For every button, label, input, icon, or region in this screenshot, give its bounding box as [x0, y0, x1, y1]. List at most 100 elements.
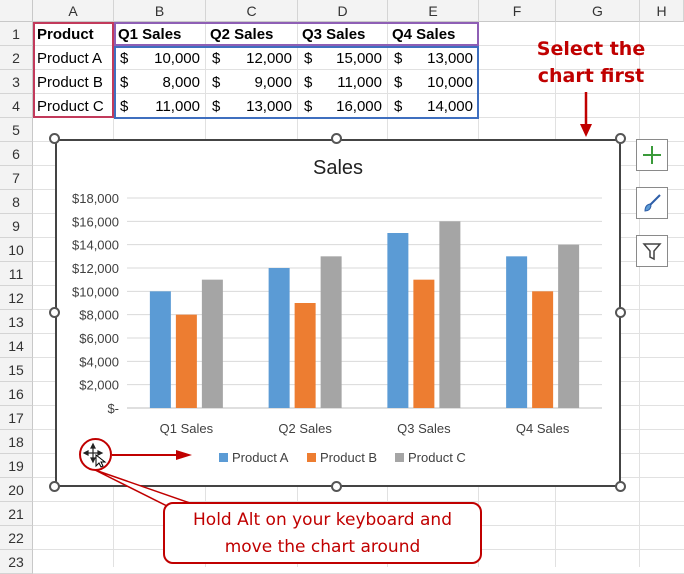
legend-label: Product B — [320, 450, 377, 465]
cell-value: 11,000 — [337, 73, 382, 91]
select-note-line-2: chart first — [537, 65, 645, 87]
row-header-13[interactable]: 13 — [0, 310, 33, 334]
row-header-5[interactable]: 5 — [0, 118, 33, 142]
product-cell[interactable]: Product A — [37, 49, 103, 67]
header-cell[interactable]: Q2 Sales — [210, 25, 274, 43]
product-cell[interactable]: Product B — [37, 73, 103, 91]
x-category-label: Q2 Sales — [278, 421, 332, 436]
y-tick-label: $4,000 — [79, 354, 119, 369]
column-header-a[interactable]: A — [33, 0, 114, 22]
cell-value: 10,000 — [154, 49, 200, 67]
select-all-corner[interactable] — [0, 0, 33, 22]
sales-cell[interactable]: $11,000 — [298, 70, 388, 94]
bar-product-a — [149, 291, 171, 408]
y-tick-label: $12,000 — [72, 261, 119, 276]
cell-value: 14,000 — [427, 97, 473, 115]
bar-product-a — [268, 268, 290, 408]
column-header-d[interactable]: D — [298, 0, 388, 22]
currency-symbol: $ — [304, 73, 313, 91]
resize-handle-bottom-right[interactable] — [615, 481, 626, 492]
bar-product-b — [175, 314, 197, 408]
row-header-15[interactable]: 15 — [0, 358, 33, 382]
sales-cell[interactable]: $15,000 — [298, 46, 388, 70]
row-header-3[interactable]: 3 — [0, 70, 33, 94]
row-header-16[interactable]: 16 — [0, 382, 33, 406]
sales-cell[interactable]: $10,000 — [114, 46, 206, 70]
y-tick-label: $6,000 — [79, 331, 119, 346]
row-header-20[interactable]: 20 — [0, 478, 33, 502]
row-header-8[interactable]: 8 — [0, 190, 33, 214]
cell-value: 11,000 — [155, 97, 200, 115]
row-gridline — [33, 93, 684, 94]
currency-symbol: $ — [304, 49, 313, 67]
header-cell[interactable]: Q3 Sales — [302, 25, 366, 43]
sales-cell[interactable]: $11,000 — [114, 94, 206, 118]
sales-cell[interactable]: $13,000 — [206, 94, 298, 118]
sales-cell[interactable]: $14,000 — [388, 94, 479, 118]
row-header-1[interactable]: 1 — [0, 22, 33, 46]
sales-cell[interactable]: $8,000 — [114, 70, 206, 94]
cell-value: 13,000 — [427, 49, 473, 67]
sales-cell[interactable]: $13,000 — [388, 46, 479, 70]
legend-swatch — [219, 453, 228, 462]
currency-symbol: $ — [120, 97, 129, 115]
column-header-h[interactable]: H — [640, 0, 684, 22]
chart-elements-button[interactable] — [636, 139, 668, 171]
currency-symbol: $ — [120, 73, 129, 91]
currency-symbol: $ — [120, 49, 129, 67]
sales-cell[interactable]: $10,000 — [388, 70, 479, 94]
sales-cell[interactable]: $12,000 — [206, 46, 298, 70]
chart-object[interactable]: Sales $- $2,000 $4,000 $6,000 $8,000 $10,000 $1… — [55, 139, 621, 487]
y-tick-label: $16,000 — [72, 214, 119, 229]
resize-handle-top-right[interactable] — [615, 133, 626, 144]
header-cell[interactable]: Q4 Sales — [392, 25, 456, 43]
header-cell[interactable]: Q1 Sales — [118, 25, 182, 43]
resize-handle-top[interactable] — [331, 133, 342, 144]
chart-styles-button[interactable] — [636, 187, 668, 219]
row-header-4[interactable]: 4 — [0, 94, 33, 118]
column-header-f[interactable]: F — [479, 0, 556, 22]
resize-handle-bottom-left[interactable] — [49, 481, 60, 492]
row-header-19[interactable]: 19 — [0, 454, 33, 478]
cell-value: 13,000 — [246, 97, 292, 115]
column-header-b[interactable]: B — [114, 0, 206, 22]
row-header-11[interactable]: 11 — [0, 262, 33, 286]
sales-cell[interactable]: $16,000 — [298, 94, 388, 118]
y-tick-label: $18,000 — [72, 191, 119, 206]
resize-handle-right[interactable] — [615, 307, 626, 318]
row-header-10[interactable]: 10 — [0, 238, 33, 262]
row-header-22[interactable]: 22 — [0, 526, 33, 550]
column-header-e[interactable]: E — [388, 0, 479, 22]
y-tick-label: $8,000 — [79, 308, 119, 323]
row-header-21[interactable]: 21 — [0, 502, 33, 526]
resize-handle-left[interactable] — [49, 307, 60, 318]
row-header-2[interactable]: 2 — [0, 46, 33, 70]
chart-filters-button[interactable] — [636, 235, 668, 267]
x-category-label: Q3 Sales — [397, 421, 451, 436]
bar-product-c — [439, 221, 461, 408]
legend-label: Product A — [232, 450, 289, 465]
sales-cell[interactable]: $9,000 — [206, 70, 298, 94]
row-header-17[interactable]: 17 — [0, 406, 33, 430]
row-header-18[interactable]: 18 — [0, 430, 33, 454]
legend-swatch — [395, 453, 404, 462]
column-header-g[interactable]: G — [556, 0, 640, 22]
header-cell[interactable]: Product — [37, 25, 94, 43]
row-header-14[interactable]: 14 — [0, 334, 33, 358]
row-header-23[interactable]: 23 — [0, 550, 33, 574]
column-header-c[interactable]: C — [206, 0, 298, 22]
resize-handle-bottom[interactable] — [331, 481, 342, 492]
row-gridline — [33, 69, 684, 70]
alt-move-callout: Hold Alt on your keyboard and move the c… — [163, 502, 482, 564]
resize-handle-top-left[interactable] — [49, 133, 60, 144]
bar-product-a — [506, 256, 528, 408]
brush-icon — [644, 194, 661, 212]
x-category-label: Q4 Sales — [516, 421, 570, 436]
row-header-9[interactable]: 9 — [0, 214, 33, 238]
row-header-7[interactable]: 7 — [0, 166, 33, 190]
move-cursor-highlight — [79, 438, 112, 471]
row-header-12[interactable]: 12 — [0, 286, 33, 310]
alt-note-line-1: Hold Alt on your keyboard and — [193, 510, 452, 530]
product-cell[interactable]: Product C — [37, 97, 104, 115]
row-header-6[interactable]: 6 — [0, 142, 33, 166]
